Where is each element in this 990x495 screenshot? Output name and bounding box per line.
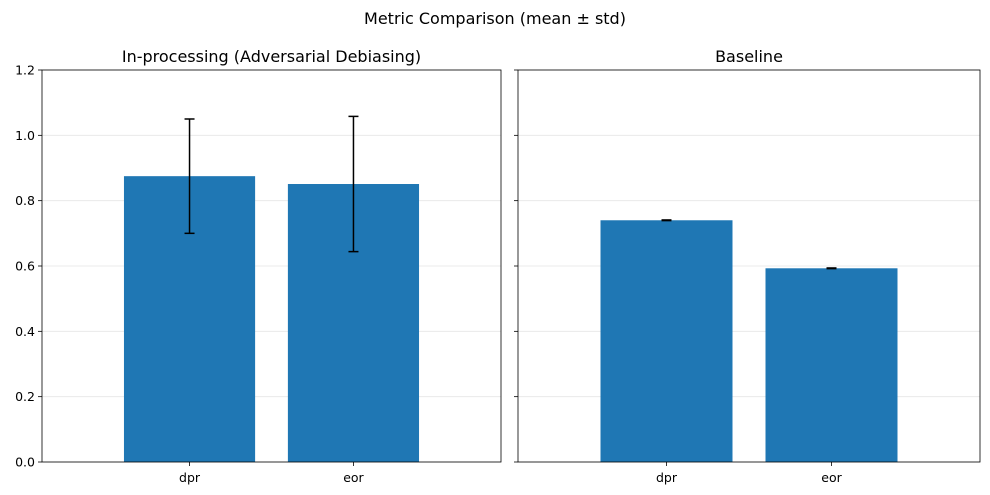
figure-title: Metric Comparison (mean ± std) [364, 9, 626, 28]
y-tick-label: 0.8 [15, 193, 35, 208]
subplot-baseline: Baseline dpr eor [514, 47, 981, 485]
subplot-title: In-processing (Adversarial Debiasing) [122, 47, 421, 66]
subplot-in-processing: In-processing (Adversarial Debiasing) 0.0… [15, 47, 502, 485]
bar-eor[interactable] [765, 268, 898, 462]
bar-dpr[interactable] [600, 220, 733, 462]
y-tick-label: 0.4 [15, 324, 35, 339]
y-tick-label: 1.0 [15, 128, 35, 143]
axes-frame [517, 69, 981, 463]
axes-frame [41, 69, 502, 463]
x-tick-label-dpr: dpr [179, 470, 201, 485]
x-tick-label-eor: eor [821, 470, 842, 485]
y-tick-label: 0.2 [15, 389, 35, 404]
y-tick-label: 1.2 [15, 63, 35, 78]
subplot-title: Baseline [715, 47, 783, 66]
x-tick-label-eor: eor [343, 470, 364, 485]
y-tick-label: 0.6 [15, 259, 35, 274]
x-tick-label-dpr: dpr [656, 470, 678, 485]
y-tick-label: 0.0 [15, 455, 35, 470]
